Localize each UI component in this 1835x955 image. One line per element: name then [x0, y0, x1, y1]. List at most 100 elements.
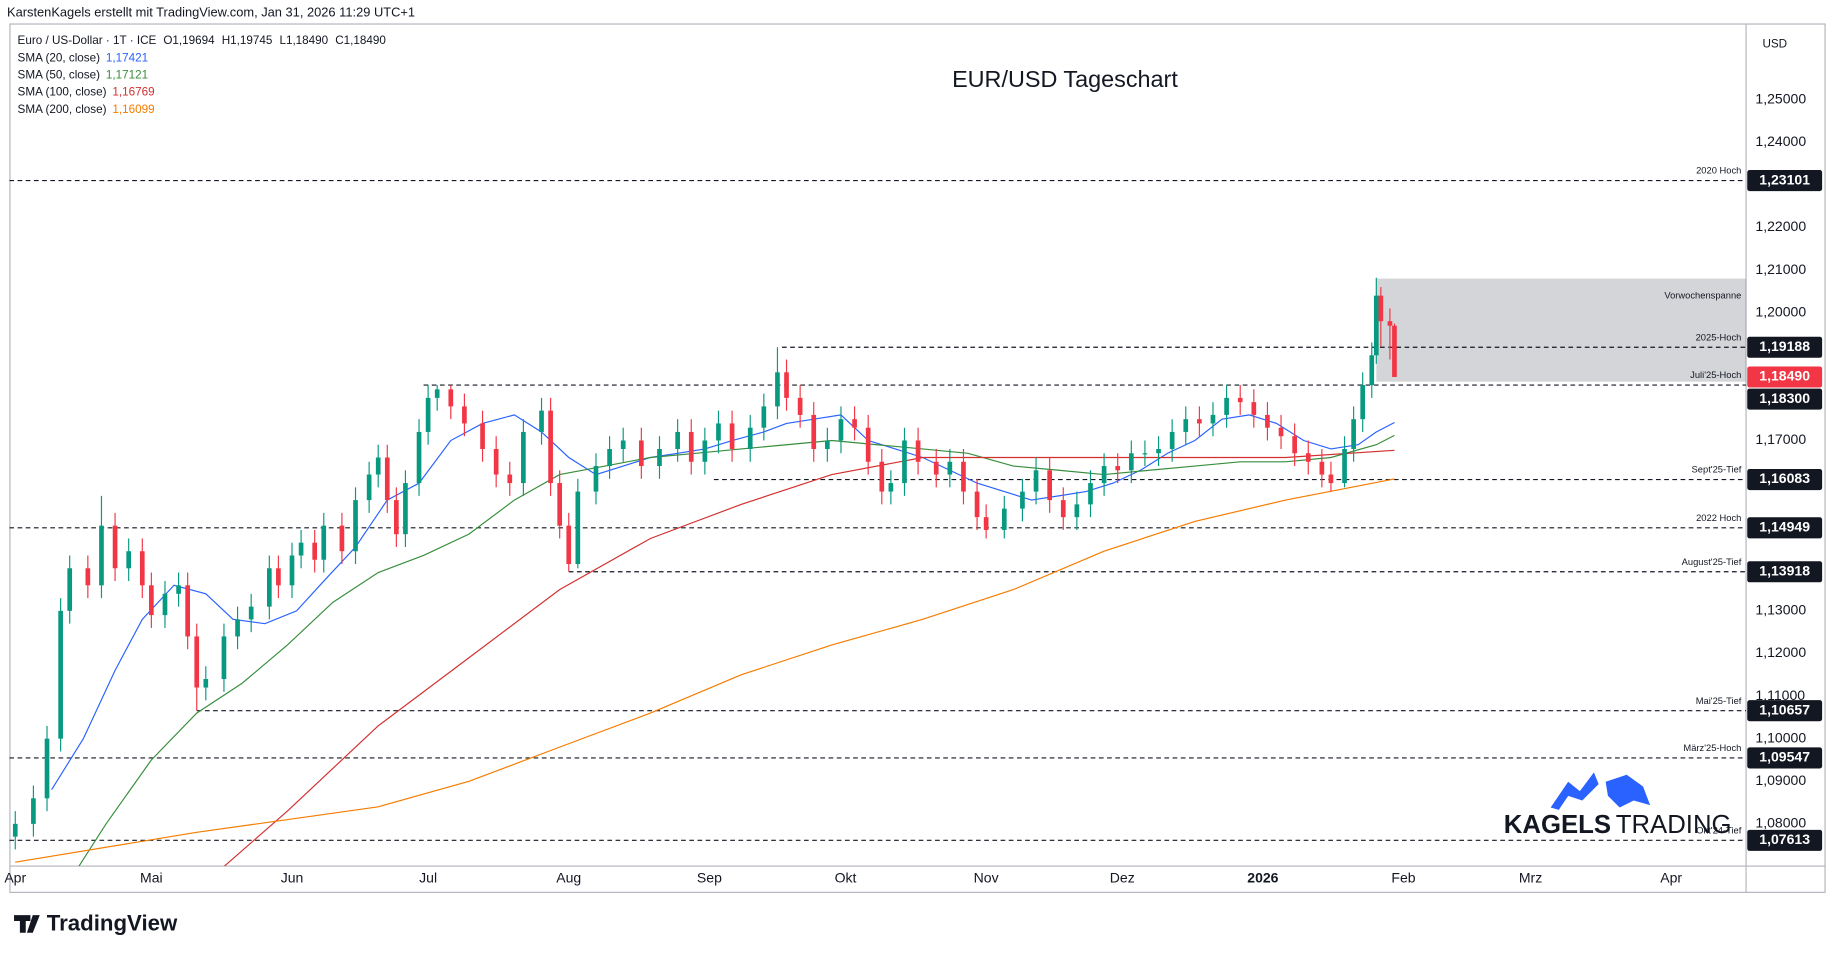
- candle-body: [811, 414, 817, 449]
- level-price-label: 1,23101: [1759, 171, 1810, 187]
- candle-body: [1378, 295, 1384, 322]
- ohlc: H1,19745: [222, 34, 273, 47]
- y-tick-label: 1,21000: [1755, 261, 1806, 277]
- candle-body: [702, 440, 708, 462]
- level-price-box: [1747, 829, 1823, 851]
- chart-frame: [9, 23, 1826, 893]
- candle-body: [1373, 295, 1379, 356]
- candle-body: [139, 551, 145, 586]
- sma-line: [15, 478, 1395, 863]
- x-tick-label: Apr: [4, 870, 26, 886]
- y-tick-label: 1,13000: [1755, 602, 1806, 618]
- level-price-box: [1747, 700, 1823, 722]
- level-price-label: 1,14949: [1759, 519, 1810, 535]
- level-price-label: 1,09547: [1759, 749, 1810, 765]
- candle-body: [1060, 500, 1066, 518]
- brand-light: TRADING: [1616, 811, 1732, 839]
- candle-body: [235, 619, 240, 637]
- x-tick-label: Dez: [1110, 870, 1135, 886]
- candle-body: [1328, 474, 1334, 484]
- candle-body: [384, 457, 390, 501]
- x-tick-label: Jul: [419, 870, 437, 886]
- y-tick-label: 1,25000: [1755, 90, 1806, 106]
- candle-body: [507, 474, 513, 484]
- level-name: August'25-Tief: [1682, 557, 1742, 567]
- candle-body: [1101, 466, 1107, 484]
- candle-body: [462, 406, 467, 424]
- candle-body: [1183, 419, 1189, 432]
- sma-value: 1,16769: [112, 86, 154, 99]
- candle-body: [448, 389, 454, 407]
- candle-body: [203, 679, 209, 688]
- ohlc: C1,18490: [335, 34, 386, 47]
- x-tick-label: Jun: [281, 870, 304, 886]
- candle-body: [194, 636, 200, 688]
- candle-body: [1237, 397, 1243, 403]
- candle-body: [675, 431, 680, 449]
- candle-body: [67, 568, 73, 611]
- candle-body: [1292, 436, 1297, 454]
- x-tick-label: Feb: [1391, 870, 1415, 886]
- candle-body: [185, 585, 191, 637]
- candle-body: [112, 525, 118, 569]
- candle-body: [289, 555, 295, 586]
- candle-body: [1115, 466, 1121, 471]
- candle-body: [915, 440, 921, 462]
- author-line: KarstenKagels erstellt mit TradingView.c…: [7, 4, 415, 19]
- candle-body: [1319, 461, 1325, 475]
- bear-icon: [1605, 774, 1651, 808]
- x-tick-label: Aug: [556, 870, 581, 886]
- level-name: Juli'25-Hoch: [1690, 370, 1741, 380]
- candle-body: [575, 491, 581, 565]
- sma-name: SMA (20, close): [18, 52, 101, 65]
- candle-body: [425, 397, 431, 432]
- tv-logo: TradingView: [14, 910, 178, 935]
- candle-body: [620, 440, 626, 449]
- symbol: Euro / US-Dollar · 1T · ICE: [18, 34, 157, 47]
- last-price-label: 1,18490: [1759, 368, 1810, 384]
- sma-legend: SMA (100, close) 1,16769: [18, 86, 155, 99]
- candle-body: [248, 606, 254, 620]
- candle-body: [888, 483, 894, 492]
- candle-body: [403, 483, 408, 535]
- level-price-label: 1,13918: [1759, 562, 1810, 578]
- candle-body: [1224, 397, 1229, 415]
- level-name: 2025-Hoch: [1696, 332, 1742, 342]
- candle-body: [353, 500, 358, 552]
- level-name: Okt'24-Tief: [1696, 825, 1742, 835]
- y-tick-label: 1,22000: [1755, 218, 1806, 234]
- candle-body: [1128, 453, 1134, 471]
- level-price-box: [1747, 747, 1823, 769]
- candle-body: [1088, 483, 1093, 505]
- sma-name: SMA (200, close): [18, 103, 107, 116]
- bull-icon: [1550, 772, 1599, 810]
- level-price-box: [1747, 561, 1823, 583]
- y-tick-label: 1,08000: [1755, 815, 1806, 831]
- sma-value: 1,16099: [112, 103, 154, 116]
- candle-body: [99, 525, 104, 586]
- candle-body: [761, 406, 767, 428]
- candle-body: [1142, 453, 1148, 455]
- y-tick-label: 1,12000: [1755, 644, 1806, 660]
- x-tick-label: 2026: [1247, 870, 1278, 886]
- candle-body: [298, 542, 304, 556]
- candle-body: [1265, 414, 1270, 428]
- candle-body: [852, 419, 857, 428]
- y-tick-label: 1,10000: [1755, 729, 1806, 745]
- candle-body: [1074, 504, 1080, 518]
- candle-body: [1278, 427, 1284, 437]
- candle-body: [1169, 431, 1175, 449]
- symbol-legend: Euro / US-Dollar · 1T · ICE O1,19694 H1,19…: [18, 34, 387, 47]
- candle-body: [321, 525, 327, 560]
- candle-body: [58, 610, 63, 739]
- candle-body: [394, 500, 399, 535]
- candle-body: [266, 568, 272, 607]
- level-price-box: [1747, 170, 1823, 192]
- candle-body: [557, 483, 563, 526]
- candle-body: [176, 585, 181, 594]
- candle-body: [1001, 508, 1007, 530]
- candle-body: [1251, 402, 1257, 415]
- candle-body: [865, 427, 871, 462]
- candle-body: [126, 551, 132, 569]
